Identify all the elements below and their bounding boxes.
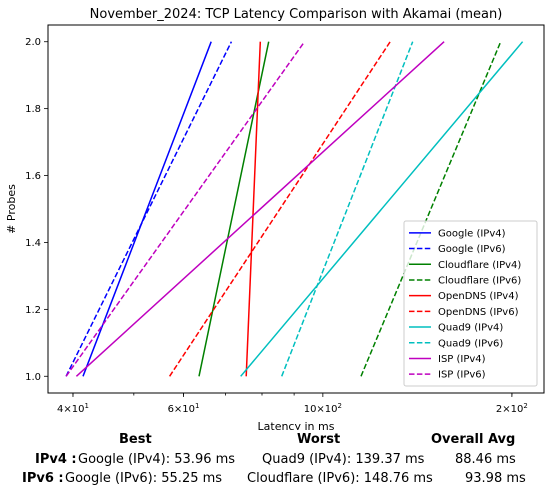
x-tick-label: 6×101 (168, 402, 200, 415)
plot-lines (65, 41, 524, 377)
ipv4-worst: Quad9 (IPv4): 139.37 ms (262, 452, 425, 467)
ipv6-worst: Cloudflare (IPv6): 148.76 ms (247, 471, 433, 486)
x-tick-label: 4×101 (57, 402, 89, 415)
series-line-8 (75, 41, 445, 377)
y-tick-label: 1.8 (25, 104, 41, 115)
y-axis-label: # Probes (5, 184, 18, 234)
x-tick-label: 10×102 (304, 402, 342, 415)
x-tick-label: 2×102 (496, 402, 528, 415)
ipv4-row: IPv4 : (35, 452, 77, 467)
ipv6-row: IPv6 : (22, 471, 64, 486)
legend: Google (IPv4) Google (IPv6) Cloudflare (IP… (403, 220, 538, 387)
ipv6-row-label: IPv6 : (22, 471, 64, 486)
y-tick-label: 1.4 (25, 238, 41, 249)
y-axis: 1.0 1.2 1.4 1.6 1.8 2.0 (25, 37, 48, 383)
ipv4-best: Google (IPv4): 53.96 ms (78, 452, 236, 467)
overall-avg-header: Overall Avg (431, 432, 516, 447)
series-line-4 (245, 41, 262, 377)
ipv6-avg: 93.98 ms (465, 471, 526, 486)
y-tick-label: 2.0 (25, 37, 41, 48)
legend-label: Google (IPv6) (438, 244, 506, 255)
series-line-2 (198, 41, 270, 377)
series-line-7 (281, 41, 414, 377)
series-line-6 (240, 41, 524, 377)
ipv4-row-label: IPv4 : (35, 452, 77, 467)
plot-frame (47, 24, 545, 394)
ipv4-avg: 88.46 ms (455, 452, 516, 467)
x-axis-label: Latency in ms (258, 420, 335, 430)
worst-header: Worst (297, 432, 341, 447)
legend-label: OpenDNS (IPv6) (438, 307, 519, 318)
y-tick-label: 1.6 (25, 171, 41, 182)
y-tick-label: 1.2 (25, 305, 41, 316)
legend-label: OpenDNS (IPv4) (438, 291, 519, 302)
legend-label: ISP (IPv6) (438, 370, 486, 381)
best-header: Best (119, 432, 152, 447)
series-line-9 (65, 41, 306, 377)
ipv6-best: Google (IPv6): 55.25 ms (65, 471, 223, 486)
legend-label: Cloudflare (IPv6) (438, 275, 521, 286)
legend-label: Quad9 (IPv6) (438, 338, 503, 349)
legend-label: Google (IPv4) (438, 228, 506, 239)
x-axis: 4×101 6×101 10×102 2×102 (57, 393, 528, 415)
series-line-0 (82, 41, 212, 377)
legend-label: ISP (IPv4) (438, 354, 486, 365)
latency-chart: November_2024: TCP Latency Comparison wi… (5, 7, 545, 430)
legend-frame (403, 220, 538, 387)
series-line-5 (168, 41, 391, 377)
series-line-1 (65, 41, 233, 377)
legend-label: Cloudflare (IPv4) (438, 260, 521, 271)
y-tick-label: 1.0 (25, 372, 41, 383)
series-line-3 (360, 41, 502, 377)
chart-title: November_2024: TCP Latency Comparison wi… (90, 7, 503, 22)
legend-label: Quad9 (IPv4) (438, 323, 503, 334)
